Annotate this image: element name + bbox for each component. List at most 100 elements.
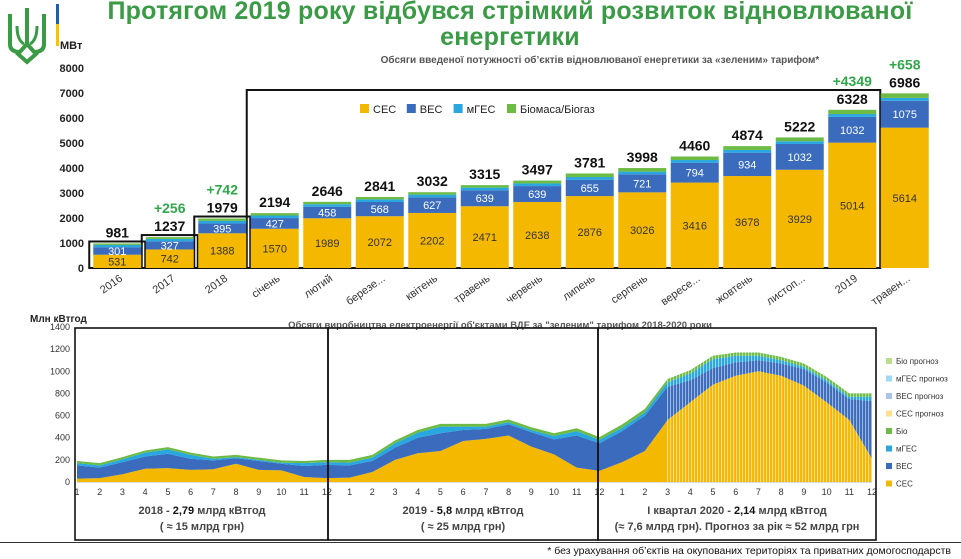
legend-swatch xyxy=(360,104,369,113)
bar-СЕС-4 xyxy=(303,218,352,268)
period-caption-line1: І квартал 2020 - 2,14 млрд кВтгод xyxy=(647,505,827,517)
x2-tick-label: 7 xyxy=(756,487,761,497)
bar-ВЕС-1 xyxy=(145,241,194,250)
x2-tick-label: 5 xyxy=(438,487,443,497)
x2-tick-label: 6 xyxy=(188,487,193,497)
y-tick-label: 3000 xyxy=(60,188,84,200)
bar-label-ves: 1032 xyxy=(788,152,812,164)
bar-label-ses: 1570 xyxy=(263,243,287,255)
bar-СЕС-10 xyxy=(618,192,667,268)
x-tick-label: липень xyxy=(561,272,598,303)
x2-tick-label: 8 xyxy=(779,487,784,497)
x2-tick-label: 2 xyxy=(642,487,647,497)
bar-мГЕС-3 xyxy=(250,215,299,219)
bar-label-ses: 5614 xyxy=(893,193,917,205)
page-title: Протягом 2019 року відбувся стрімкий роз… xyxy=(107,0,913,51)
period-value: 2,79 xyxy=(173,505,197,517)
x-tick-label: 2017 xyxy=(151,273,178,297)
increment-label: +256 xyxy=(154,200,186,216)
y-tick-label: 8000 xyxy=(60,63,84,75)
bar-СЕС-2 xyxy=(198,233,247,268)
bar-мГЕС-0 xyxy=(93,244,142,248)
bar-ВЕС-14 xyxy=(828,116,877,143)
bar-ВЕС-10 xyxy=(618,174,667,193)
x-tick-label: 2016 xyxy=(98,273,125,297)
x-tick-label: серпень xyxy=(609,272,650,306)
legend2-label: ВЕС xyxy=(896,462,913,471)
bar-ВЕС-11 xyxy=(670,162,719,183)
footer-divider xyxy=(0,542,961,543)
bar-total: 3497 xyxy=(522,162,553,178)
bar-ВЕС-12 xyxy=(723,152,772,177)
bar-label-ves: 1032 xyxy=(840,125,864,137)
bar-Біомаса/Біогаз-4 xyxy=(303,201,352,205)
bar-label-ses: 2471 xyxy=(473,232,497,244)
increment-label: +742 xyxy=(206,182,238,198)
bar-label-ves: 655 xyxy=(581,183,599,195)
y2-tick-label: 800 xyxy=(55,388,70,398)
y-axis-unit-2: Млн кВтгод xyxy=(30,314,88,325)
x-tick-label: 2019 xyxy=(833,273,860,297)
x2-tick-label: 1 xyxy=(347,487,352,497)
x2-tick-label: 11 xyxy=(572,487,581,497)
period-label: 2018 - xyxy=(138,505,172,517)
x-tick-label: травен... xyxy=(869,273,912,308)
period-value: 2,14 xyxy=(734,505,758,517)
x-tick-label: лютий xyxy=(302,273,335,301)
bar-total: 1237 xyxy=(154,218,185,234)
x2-tick-label: 6 xyxy=(733,487,738,497)
bar-total: 3781 xyxy=(574,154,605,170)
bar-label-ses: 2876 xyxy=(578,227,602,239)
bar-label-ses: 3929 xyxy=(788,214,812,226)
bar-label-ves: 327 xyxy=(161,240,179,252)
x2-tick-label: 8 xyxy=(506,487,511,497)
y2-tick-label: 1000 xyxy=(50,366,70,376)
bar-СЕС-15 xyxy=(880,127,929,269)
y-tick-label: 6000 xyxy=(60,113,84,125)
increment-label: +4349 xyxy=(833,73,873,89)
x2-tick-label: 9 xyxy=(256,487,261,497)
bar-мГЕС-12 xyxy=(723,149,772,153)
bar-СЕС-13 xyxy=(775,169,824,268)
y-tick-label: 0 xyxy=(78,263,84,275)
bar-ВЕС-8 xyxy=(513,186,562,203)
bar-Біомаса/Біогаз-2 xyxy=(198,218,247,221)
bar-мГЕС-11 xyxy=(670,160,719,163)
bar-СЕС-12 xyxy=(723,176,772,268)
bar-label-ses: 2202 xyxy=(420,235,444,247)
bar-СЕС-1 xyxy=(145,249,194,268)
bar-СЕС-14 xyxy=(828,142,877,268)
legend2-swatch xyxy=(886,410,892,417)
bar-label-ves: 627 xyxy=(423,200,441,212)
bar-label-ves: 568 xyxy=(371,204,389,216)
bar-label-ves: 721 xyxy=(633,178,651,190)
x-tick-label: вересе... xyxy=(659,273,703,309)
y-tick-label: 2000 xyxy=(60,213,84,225)
bar-ВЕС-15 xyxy=(880,100,929,128)
legend-swatch xyxy=(453,104,463,113)
bar-label-ses: 531 xyxy=(108,256,126,268)
flag-stripe-yellow xyxy=(56,4,59,46)
y2-tick-label: 400 xyxy=(55,433,70,443)
legend-swatch xyxy=(507,104,516,113)
bar-label-ses: 2638 xyxy=(525,230,549,242)
x2-tick-label: 10 xyxy=(276,487,286,497)
bar-мГЕС-10 xyxy=(618,171,667,175)
legend-swatch xyxy=(406,104,416,113)
x-tick-label: 2018 xyxy=(203,273,230,297)
bar-total: 1979 xyxy=(207,200,238,216)
x-tick-label: квітень xyxy=(404,272,441,303)
bar-мГЕС-7 xyxy=(460,187,509,191)
bar-мГЕС-9 xyxy=(565,177,614,180)
bar-label-ses: 3678 xyxy=(735,217,759,229)
x-tick-label: березе... xyxy=(344,273,387,308)
bar-мГЕС-6 xyxy=(408,194,457,198)
bar-total: 6986 xyxy=(889,74,920,90)
bar-Біомаса/Біогаз-3 xyxy=(250,213,299,216)
x2-tick-label: 11 xyxy=(845,487,854,497)
x2-tick-label: 4 xyxy=(688,487,693,497)
y2-tick-label: 1200 xyxy=(50,344,70,354)
y2-tick-label: 200 xyxy=(55,455,70,465)
bar-Біомаса/Біогаз-1 xyxy=(145,237,194,239)
bar-ВЕС-7 xyxy=(460,190,509,207)
